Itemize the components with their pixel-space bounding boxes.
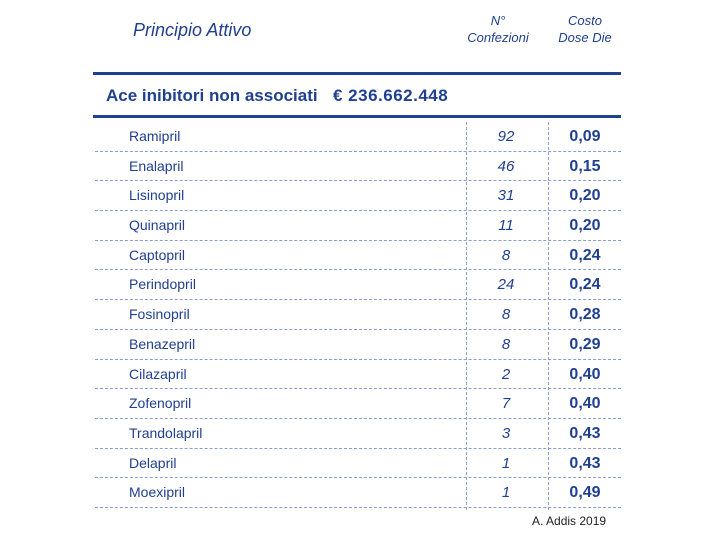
costo-value: 0,15: [569, 157, 601, 175]
drug-table: Ramipril 92 0,09 Enalapril 46 0,15 Lisinopril 3…: [95, 122, 621, 508]
drug-name: Moexipril: [129, 484, 186, 501]
drug-name: Benazepril: [129, 335, 196, 352]
drug-name: Trandolapril: [129, 424, 203, 441]
confezioni-value: 46: [497, 157, 515, 175]
credit-text: A. Addis 2019: [532, 514, 607, 528]
confezioni-value: 11: [498, 217, 514, 235]
costo-value: 0,40: [569, 395, 601, 413]
table-row: Perindopril 24 0,24: [95, 270, 621, 301]
table-row: Enalapril 46 0,15: [95, 152, 621, 182]
drug-name: Fosinopril: [129, 306, 190, 323]
drug-name: Captopril: [129, 246, 186, 263]
drug-name: Ramipril: [129, 128, 181, 144]
confezioni-value: 7: [501, 395, 511, 413]
table-row: Fosinopril 8 0,28: [95, 300, 621, 330]
table-row: Zofenopril 7 0,40: [95, 389, 621, 419]
drug-name: Perindopril: [129, 276, 196, 293]
table-row: Cilazapril 2 0,40: [95, 360, 621, 390]
drug-name: Lisinopril: [129, 187, 185, 204]
confezioni-value: 31: [497, 187, 515, 205]
costo-value: 0,43: [569, 424, 601, 442]
costo-value: 0,43: [569, 454, 601, 472]
drug-name: Zofenopril: [129, 395, 192, 412]
column-header-confezioni-line1: N°: [490, 13, 506, 28]
confezioni-value: 3: [501, 424, 511, 442]
costo-value: 0,40: [569, 365, 601, 383]
costo-value: 0,09: [569, 128, 601, 145]
column-header-costo-line1: Costo: [568, 13, 602, 28]
costo-value: 0,49: [569, 484, 601, 502]
confezioni-value: 1: [501, 484, 511, 502]
table-row: Delapril 1 0,43: [95, 449, 621, 479]
drug-name: Enalapril: [129, 157, 184, 174]
confezioni-value: 1: [501, 454, 511, 472]
column-header-costo-line2: Dose Die: [558, 30, 612, 45]
costo-value: 0,28: [569, 306, 601, 324]
costo-value: 0,20: [569, 187, 601, 205]
table-row: Lisinopril 31 0,20: [95, 181, 621, 212]
drug-name: Cilazapril: [129, 365, 187, 382]
table-row: Quinapril 11 0,20: [95, 211, 621, 241]
column-divider: [466, 122, 467, 510]
costo-value: 0,24: [569, 246, 601, 264]
table-row: Moexipril 1 0,49: [95, 478, 621, 508]
drug-name: Delapril: [129, 454, 177, 471]
table-row: Benazepril 8 0,29: [95, 330, 621, 360]
confezioni-value: 8: [501, 306, 511, 324]
column-header-principio-attivo: Principio Attivo: [133, 20, 252, 40]
confezioni-value: 8: [501, 335, 511, 353]
group-total: € 236.662.448: [333, 86, 449, 105]
confezioni-value: 24: [497, 276, 515, 294]
confezioni-value: 2: [501, 365, 511, 383]
drug-name: Quinapril: [129, 217, 186, 234]
column-header-confezioni-line2: Confezioni: [467, 30, 529, 45]
costo-value: 0,20: [569, 217, 601, 235]
group-header-band: Ace inibitori non associati € 236.662.44…: [93, 72, 621, 118]
table-row: Captopril 8 0,24: [95, 241, 621, 271]
column-header-confezioni: N° Confezioni: [458, 12, 538, 46]
column-divider: [548, 122, 549, 510]
table-row: Ramipril 92 0,09: [95, 122, 621, 152]
column-header-costo: Costo Dose Die: [552, 12, 618, 46]
costo-value: 0,29: [569, 335, 601, 353]
confezioni-value: 8: [501, 246, 511, 264]
group-label: Ace inibitori non associati: [106, 86, 318, 105]
table-row: Trandolapril 3 0,43: [95, 419, 621, 449]
confezioni-value: 92: [497, 128, 515, 145]
costo-value: 0,24: [569, 276, 601, 294]
